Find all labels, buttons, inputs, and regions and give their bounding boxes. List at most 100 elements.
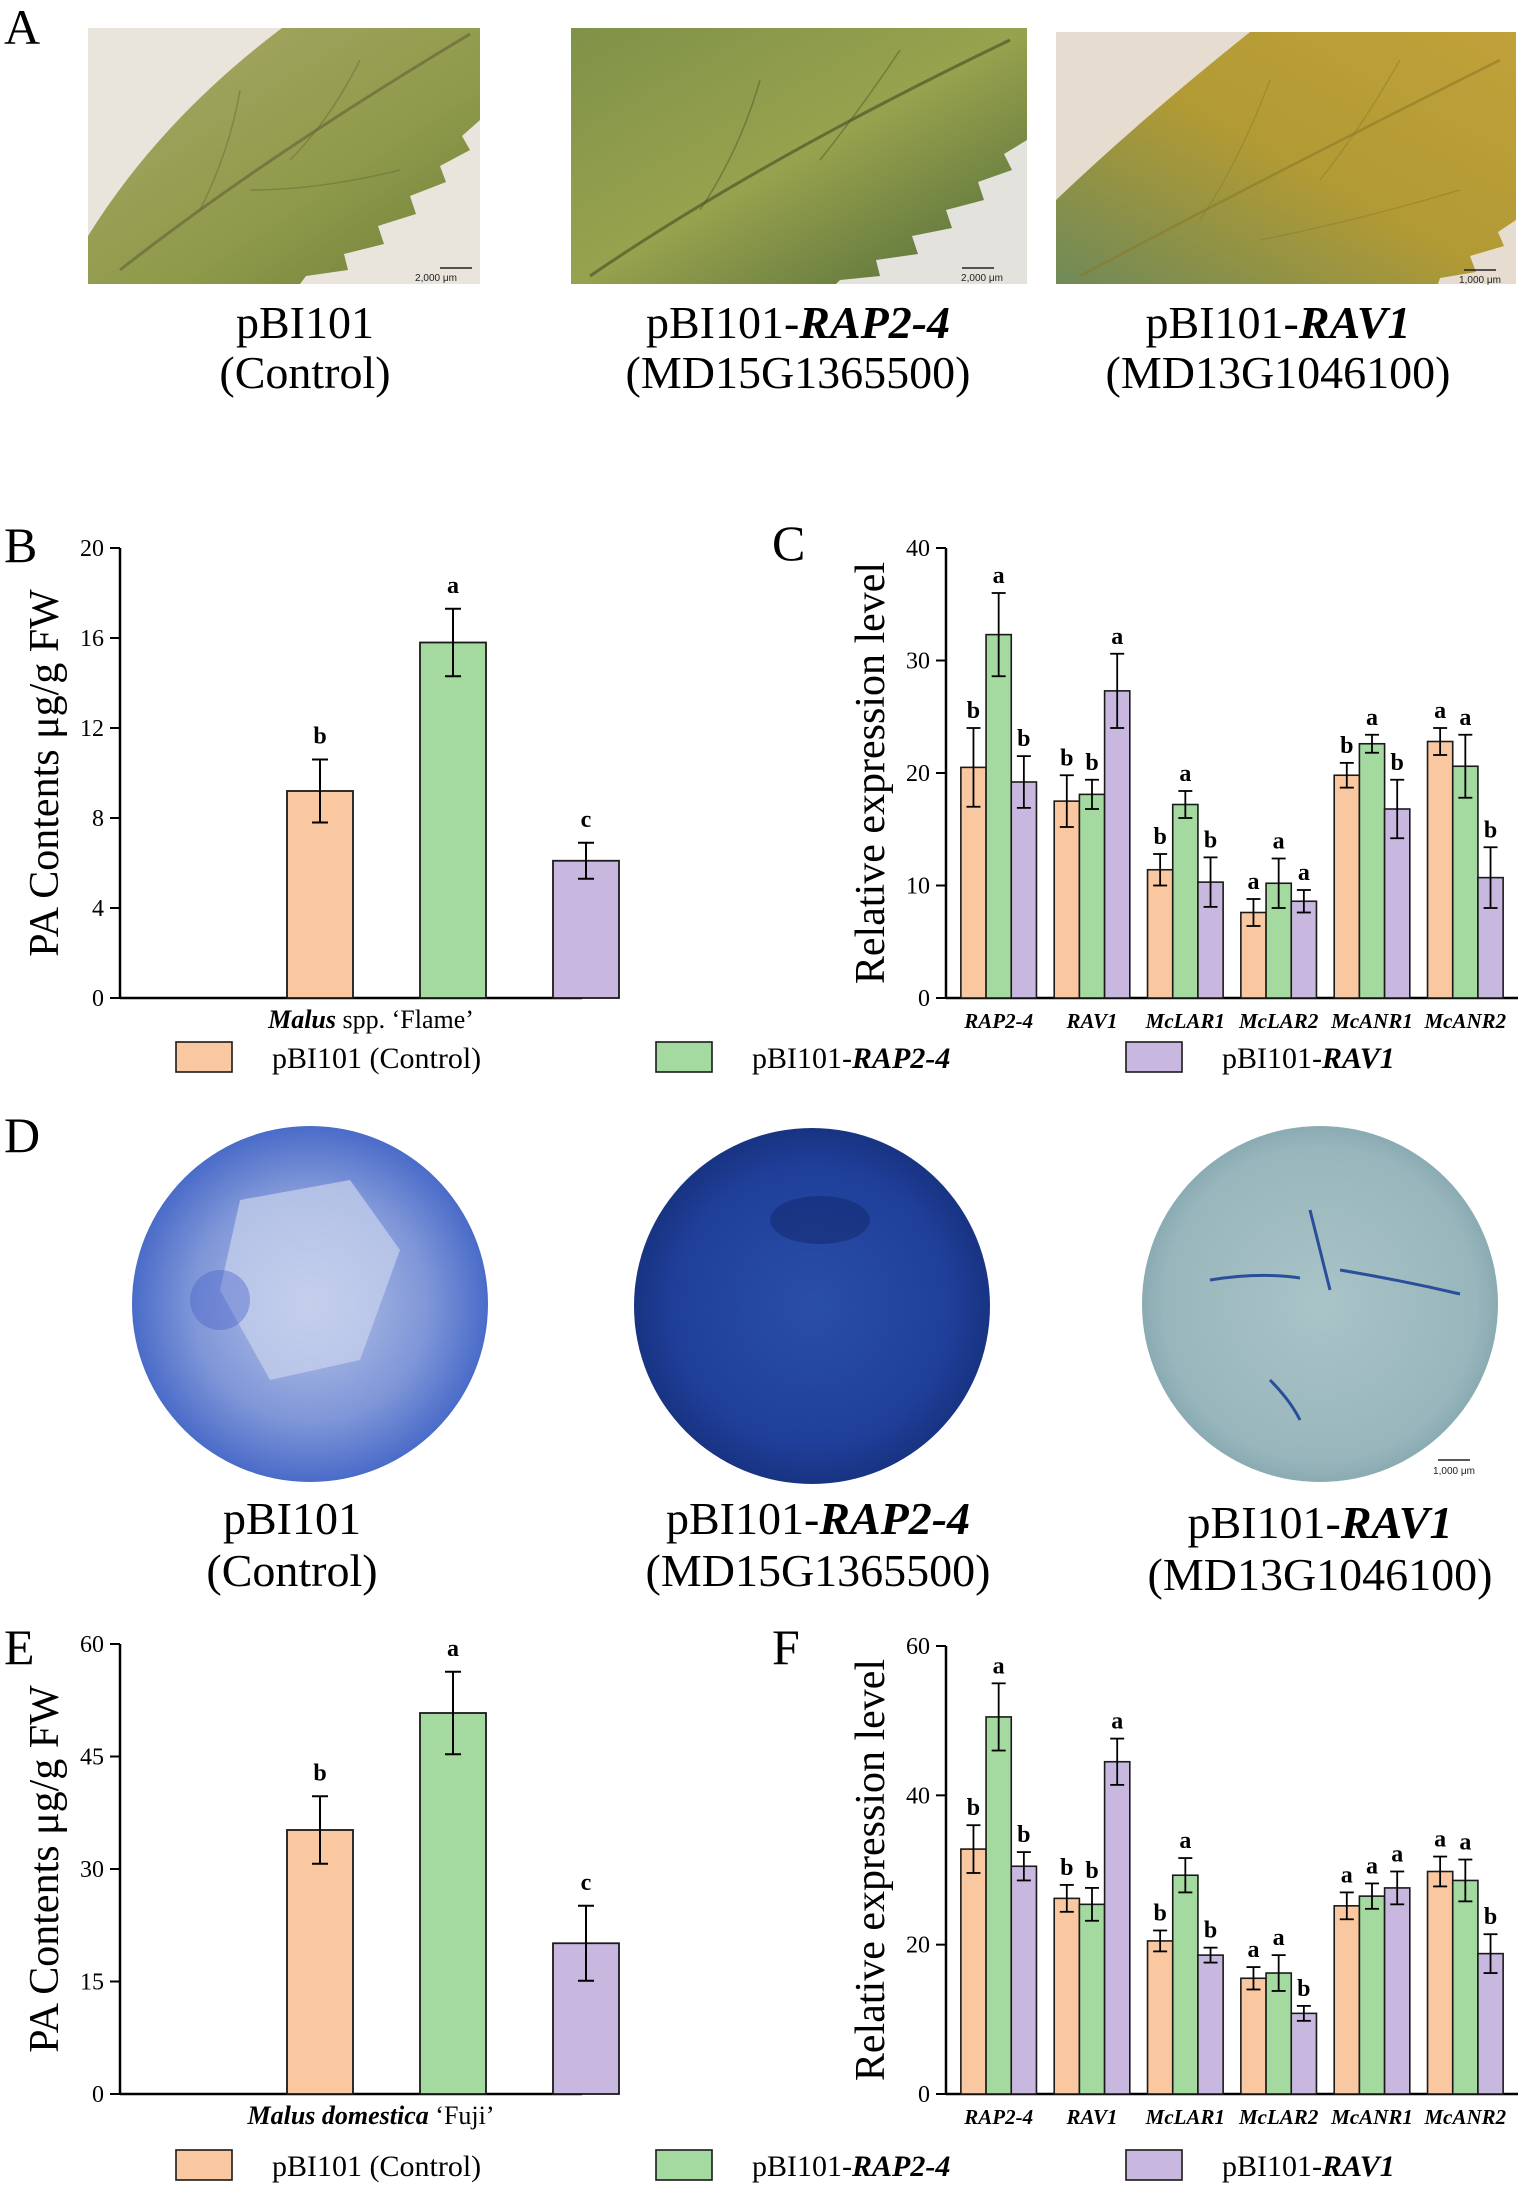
significance-letter: a (1179, 1828, 1191, 1854)
legend-label: pBI101-RAP2-4 (752, 1042, 950, 1075)
leaf-image-control: 2,000 μm (88, 28, 480, 284)
bar (1426, 740, 1454, 999)
y-tick-label: 0 (92, 2082, 104, 2108)
y-tick-label: 20 (906, 761, 930, 787)
x-tick-label: McANR1 (1330, 1009, 1413, 1033)
y-tick-label: 20 (80, 536, 104, 562)
caption-disc-control: pBI101 (Control) (206, 1493, 377, 1596)
chart-b: 0 4 8 12 16 20 PA Contents μg/g FW b a c Malus spp… (22, 536, 620, 1034)
y-tick-label: 15 (80, 1970, 104, 1996)
bar (286, 790, 354, 999)
bar (1010, 781, 1038, 999)
significance-letter: b (1153, 1900, 1166, 1926)
svg-text:pBI101: pBI101 (223, 1493, 361, 1544)
significance-letter: a (993, 563, 1005, 589)
legend-label-text: pBI101- (1222, 2150, 1322, 2183)
y-tick-label: 40 (906, 536, 930, 562)
legend-label-text: pBI101- (752, 2150, 852, 2183)
significance-letter: b (1060, 1855, 1073, 1881)
x-axis-title-italic: Malus (267, 1005, 336, 1034)
bar (1383, 1887, 1411, 2095)
x-tick-label: McANR2 (1423, 1009, 1506, 1033)
significance-letter: c (581, 1870, 592, 1896)
svg-text:(MD13G1046100): (MD13G1046100) (1148, 1549, 1493, 1600)
y-tick-label: 0 (918, 2082, 930, 2108)
bar (1103, 1760, 1131, 2095)
caption-disc-rav1: pBI101-RAV1 (MD13G1046100) (1148, 1497, 1493, 1600)
significance-letter: b (1017, 726, 1030, 752)
legend-label-text: pBI101 (Control) (272, 2150, 481, 2183)
svg-text:pBI101-RAV1: pBI101-RAV1 (1188, 1497, 1453, 1548)
y-axis-title: PA Contents μg/g FW (22, 589, 68, 957)
legend-label-gene: RAP2-4 (851, 1042, 950, 1075)
bar (1053, 800, 1081, 999)
significance-letter: c (581, 807, 592, 833)
y-axis-title: PA Contents μg/g FW (22, 1685, 68, 2053)
bar (985, 1716, 1013, 2095)
legend-label: pBI101-RAV1 (1222, 2150, 1395, 2183)
significance-letter: a (1247, 1937, 1259, 1963)
bar (1333, 1905, 1361, 2095)
significance-letter: a (1459, 1830, 1471, 1856)
significance-letter: a (1111, 1709, 1123, 1735)
legend-label: pBI101 (Control) (272, 2150, 481, 2183)
y-tick-label: 12 (80, 716, 104, 742)
legend-row-1: pBI101 (Control) pBI101-RAP2-4 pBI101-RAV1 (175, 1041, 1395, 1075)
legend-label-text: pBI101- (752, 1042, 852, 1075)
y-tick-label: 20 (906, 1933, 930, 1959)
significance-letter: b (967, 698, 980, 724)
bar (1078, 1903, 1106, 2095)
caption-leaf-rap24: pBI101-RAP2-4 (MD15G1365500) (626, 297, 971, 398)
svg-text:pBI101-RAP2-4: pBI101-RAP2-4 (666, 1493, 970, 1544)
bar (1451, 1879, 1479, 2095)
chart-e: 0 15 30 45 60 PA Contents μg/g FW b a c Malus dom… (22, 1632, 620, 2130)
significance-letter: b (1017, 1822, 1030, 1848)
legend-label-gene: RAV1 (1321, 2150, 1395, 2183)
panel-letter-e: E (4, 1619, 35, 1675)
y-tick-label: 30 (906, 649, 930, 675)
y-tick-label: 45 (80, 1745, 104, 1771)
scale-bar-label: 2,000 μm (415, 273, 457, 284)
significance-letter: a (1341, 1862, 1353, 1888)
svg-text:pBI101: pBI101 (236, 297, 374, 348)
scale-bar-label: 1,000 μm (1433, 1466, 1475, 1477)
bar (1197, 1954, 1224, 2095)
bar (1240, 1977, 1267, 2095)
svg-text:(Control): (Control) (219, 347, 390, 398)
svg-text:pBI101-RAV1: pBI101-RAV1 (1146, 297, 1411, 348)
leaf-image-rav1: 1,000 μm (1056, 32, 1516, 286)
x-tick-label: McLAR2 (1238, 2105, 1319, 2129)
panel-letter-a: A (4, 0, 40, 55)
significance-letter: a (1273, 829, 1285, 855)
x-tick-label: RAV1 (1066, 2105, 1118, 2129)
bar (419, 1712, 487, 2095)
legend-label: pBI101-RAV1 (1222, 1042, 1395, 1075)
svg-text:(Control): (Control) (206, 1545, 377, 1596)
y-axis-title: Relative expression level (848, 562, 894, 984)
significance-letter: b (967, 1795, 980, 1821)
significance-letter: b (1085, 750, 1098, 776)
bar (1171, 803, 1199, 999)
scale-bar-label: 2,000 μm (961, 273, 1003, 284)
x-axis-title: Malus spp. ‘Flame’ (267, 1005, 474, 1034)
significance-letter: a (1459, 705, 1471, 731)
legend-label: pBI101 (Control) (272, 1042, 481, 1075)
bar (1451, 765, 1479, 999)
significance-letter: b (1484, 817, 1497, 843)
x-tick-label: RAP2-4 (963, 2105, 1033, 2129)
significance-letter: a (1366, 1853, 1378, 1879)
y-tick-label: 40 (906, 1783, 930, 1809)
x-axis-title-rest: ‘Fuji’ (429, 2101, 495, 2130)
legend-swatch (655, 2149, 713, 2181)
significance-letter: a (1111, 624, 1123, 650)
scale-bar-label: 1,000 μm (1459, 275, 1501, 286)
x-tick-label: McLAR1 (1145, 2105, 1225, 2129)
legend-swatch (175, 2149, 233, 2181)
leaf-image-rap24: 2,000 μm (571, 28, 1027, 284)
y-tick-label: 0 (92, 986, 104, 1012)
y-tick-label: 8 (92, 806, 104, 832)
significance-letter: a (1366, 705, 1378, 731)
